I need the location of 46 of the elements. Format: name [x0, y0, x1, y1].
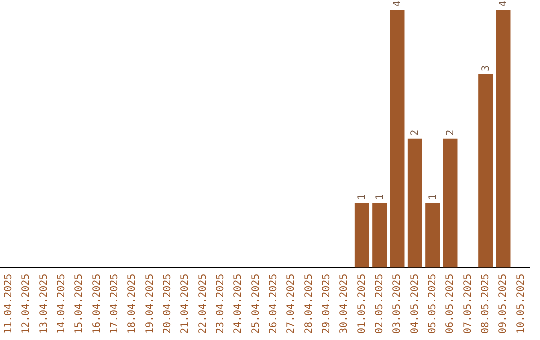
x-tick-label: 27.04.2025: [286, 274, 298, 334]
x-tick-label: 22.04.2025: [198, 274, 209, 334]
x-tick-label: 02.05.2025: [374, 274, 386, 334]
data-label: 1: [357, 194, 368, 200]
x-tick-label: 03.05.2025: [392, 274, 404, 334]
bar: [443, 138, 458, 268]
bar: [390, 10, 405, 268]
x-tick-label: 16.04.2025: [92, 274, 103, 334]
data-label: 4: [392, 0, 404, 7]
x-tick-label: 21.04.2025: [180, 274, 192, 334]
bar: [426, 203, 440, 268]
x-tick-label: 04.05.2025: [410, 274, 421, 334]
bar: [496, 10, 511, 268]
x-tick-label: 17.04.2025: [109, 274, 120, 334]
x-tick-label: 14.04.2025: [56, 274, 68, 334]
bar: [408, 138, 422, 268]
x-tick-label: 29.04.2025: [321, 274, 332, 334]
x-tick-label: 07.05.2025: [462, 274, 474, 334]
x-tick-label: 09.05.2025: [498, 274, 510, 334]
bar: [478, 74, 494, 268]
x-tick-label: 10.05.2025: [516, 274, 527, 334]
x-tick-label: 30.04.2025: [339, 274, 350, 334]
bar: [372, 203, 388, 268]
x-tick-label: 01.05.2025: [356, 274, 368, 334]
data-label: 3: [480, 65, 492, 72]
data-label: 1: [428, 194, 439, 200]
data-label: 2: [410, 130, 422, 136]
x-tick-label: 12.04.2025: [21, 274, 32, 334]
x-tick-label: 08.05.2025: [480, 274, 492, 334]
x-tick-label: 19.04.2025: [144, 274, 156, 334]
x-tick-label: 15.04.2025: [74, 274, 86, 334]
x-tick-label: 06.05.2025: [445, 274, 456, 334]
x-tick-label: 24.04.2025: [233, 274, 244, 334]
x-tick-label: 18.04.2025: [127, 274, 138, 334]
x-tick-label: 20.04.2025: [162, 274, 174, 334]
data-label: 1: [374, 194, 386, 200]
x-tick-label: 28.04.2025: [304, 274, 315, 334]
x-tick-label: 13.04.2025: [38, 274, 50, 334]
x-tick-label: 23.04.2025: [215, 274, 226, 334]
x-tick-label: 11.04.2025: [3, 274, 14, 334]
bar: [354, 203, 370, 268]
x-tick-label: 25.04.2025: [250, 274, 262, 334]
data-label: 4: [498, 0, 510, 7]
x-tick-label: 26.04.2025: [268, 274, 280, 334]
x-tick-label: 05.05.2025: [427, 274, 438, 334]
data-label: 2: [446, 130, 456, 136]
